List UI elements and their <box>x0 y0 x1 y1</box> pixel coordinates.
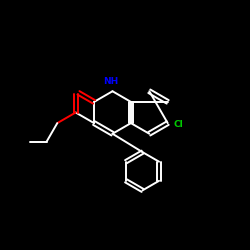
Text: Cl: Cl <box>174 120 184 129</box>
Text: NH: NH <box>104 77 119 86</box>
